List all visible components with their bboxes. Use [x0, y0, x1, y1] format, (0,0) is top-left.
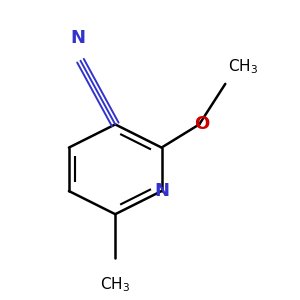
Text: N: N [154, 182, 169, 200]
Text: CH$_3$: CH$_3$ [100, 275, 130, 294]
Text: O: O [194, 116, 210, 134]
Text: CH$_3$: CH$_3$ [228, 57, 258, 76]
Text: N: N [70, 28, 85, 46]
